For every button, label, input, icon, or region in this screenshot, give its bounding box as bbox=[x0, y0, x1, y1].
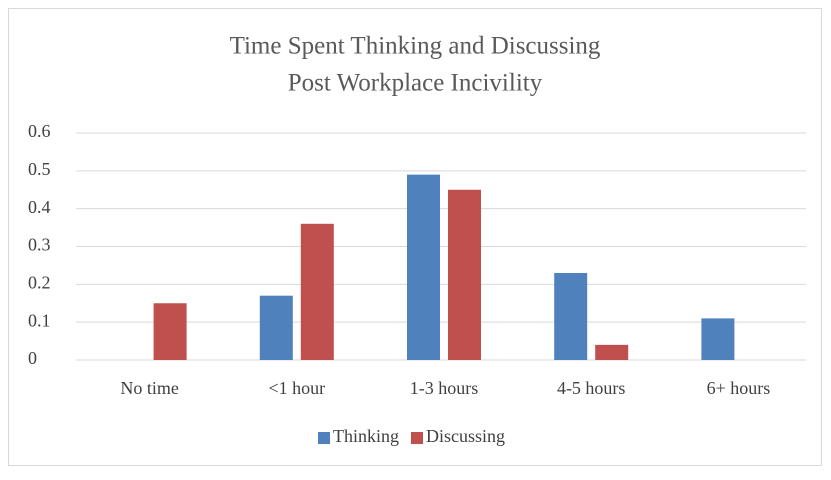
chart-title: Time Spent Thinking and Discussing bbox=[230, 33, 601, 60]
legend-label: Thinking bbox=[333, 426, 399, 446]
legend-swatch bbox=[411, 432, 423, 444]
bar bbox=[259, 295, 293, 360]
legend-swatch bbox=[318, 432, 330, 444]
chart-title: Post Workplace Incivility bbox=[288, 70, 543, 97]
y-tick-label: 0 bbox=[28, 348, 37, 368]
bar bbox=[407, 174, 440, 360]
bar bbox=[153, 303, 187, 360]
bar bbox=[701, 318, 735, 360]
bar bbox=[554, 272, 588, 360]
y-tick-label: 0.6 bbox=[28, 121, 51, 141]
y-tick-label: 0.2 bbox=[28, 272, 51, 292]
legend-label: Discussing bbox=[426, 426, 505, 446]
x-tick-label: <1 hour bbox=[268, 378, 325, 398]
x-tick-label: 4-5 hours bbox=[557, 378, 626, 398]
y-tick-label: 0.4 bbox=[28, 197, 51, 217]
x-tick-label: No time bbox=[120, 378, 179, 398]
bar bbox=[595, 344, 629, 360]
bar bbox=[300, 223, 334, 360]
bar bbox=[448, 189, 481, 360]
x-tick-label: 1-3 hours bbox=[410, 378, 479, 398]
y-tick-label: 0.3 bbox=[28, 235, 51, 255]
x-tick-label: 6+ hours bbox=[707, 378, 771, 398]
y-tick-label: 0.5 bbox=[28, 159, 51, 179]
y-tick-label: 0.1 bbox=[28, 310, 51, 330]
